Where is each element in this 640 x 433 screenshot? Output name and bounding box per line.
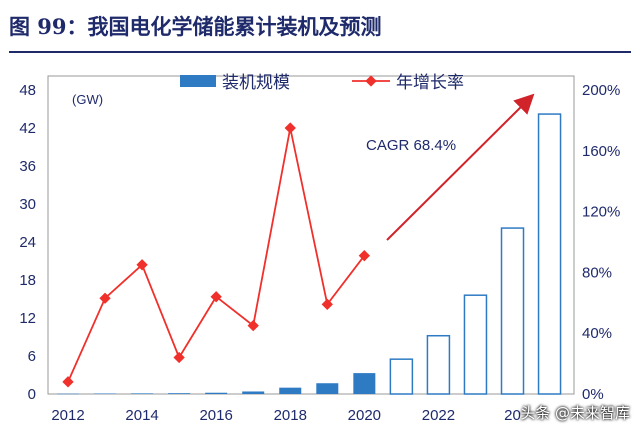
bar bbox=[537, 113, 562, 395]
y-unit-label: (GW) bbox=[72, 92, 103, 107]
bar bbox=[94, 393, 117, 394]
y-left-tick-label: 36 bbox=[19, 158, 36, 175]
legend-bar-label: 装机规模 bbox=[222, 73, 290, 93]
x-tick-label: 2016 bbox=[199, 407, 232, 424]
bar bbox=[389, 358, 414, 395]
growth-point bbox=[173, 351, 185, 364]
y-right-tick-label: 160% bbox=[582, 143, 620, 160]
page-title: 图 99：我国电化学储能累计装机及预测 bbox=[9, 14, 382, 39]
bar bbox=[131, 393, 154, 394]
watermark: 头条 @未来智库 bbox=[520, 404, 630, 422]
legend-line-label: 年增长率 bbox=[396, 73, 464, 93]
cagr-annotation: CAGR 68.4% bbox=[366, 137, 456, 154]
y-right-tick-label: 80% bbox=[582, 264, 612, 281]
growth-point bbox=[136, 259, 148, 271]
y-left-tick-label: 18 bbox=[19, 272, 36, 289]
y-left-tick-label: 12 bbox=[19, 310, 36, 327]
plot-frame bbox=[47, 75, 575, 395]
growth-line bbox=[67, 127, 366, 383]
growth-point bbox=[247, 319, 259, 332]
bar bbox=[279, 387, 302, 394]
y-right-tick-label: 0% bbox=[582, 386, 604, 403]
bar bbox=[353, 373, 376, 394]
x-tick-label: 2020 bbox=[348, 407, 381, 424]
x-tick-label: 2014 bbox=[125, 407, 158, 424]
x-tick-label: 20 bbox=[504, 407, 521, 424]
y-left-tick-label: 42 bbox=[19, 120, 36, 137]
x-tick-label: 2022 bbox=[422, 407, 455, 424]
cagr-arrow bbox=[386, 93, 535, 241]
y-left-tick-label: 0 bbox=[28, 386, 36, 403]
legend-line-marker bbox=[365, 75, 377, 87]
growth-point bbox=[358, 250, 370, 262]
y-left-tick-label: 30 bbox=[19, 196, 36, 213]
y-right-tick-label: 40% bbox=[582, 325, 612, 342]
bar bbox=[57, 393, 79, 395]
x-tick-label: 2012 bbox=[51, 407, 84, 424]
bar bbox=[316, 383, 339, 394]
bar bbox=[426, 334, 451, 395]
x-tick-label: 2018 bbox=[274, 407, 307, 424]
y-right-tick-label: 200% bbox=[582, 82, 620, 99]
y-left-tick-label: 48 bbox=[19, 82, 36, 99]
y-left-tick-label: 24 bbox=[19, 234, 36, 251]
growth-point bbox=[210, 291, 222, 303]
growth-point bbox=[62, 376, 74, 388]
bar bbox=[463, 294, 488, 395]
growth-point bbox=[321, 298, 333, 310]
y-left-tick-label: 6 bbox=[28, 348, 36, 365]
y-right-tick-label: 120% bbox=[582, 204, 620, 221]
bar bbox=[168, 393, 191, 394]
legend-bar-swatch bbox=[180, 75, 216, 87]
growth-point bbox=[284, 122, 296, 134]
bar bbox=[500, 227, 525, 395]
bar bbox=[205, 392, 228, 394]
title-rule bbox=[9, 51, 631, 53]
bar bbox=[242, 391, 265, 394]
